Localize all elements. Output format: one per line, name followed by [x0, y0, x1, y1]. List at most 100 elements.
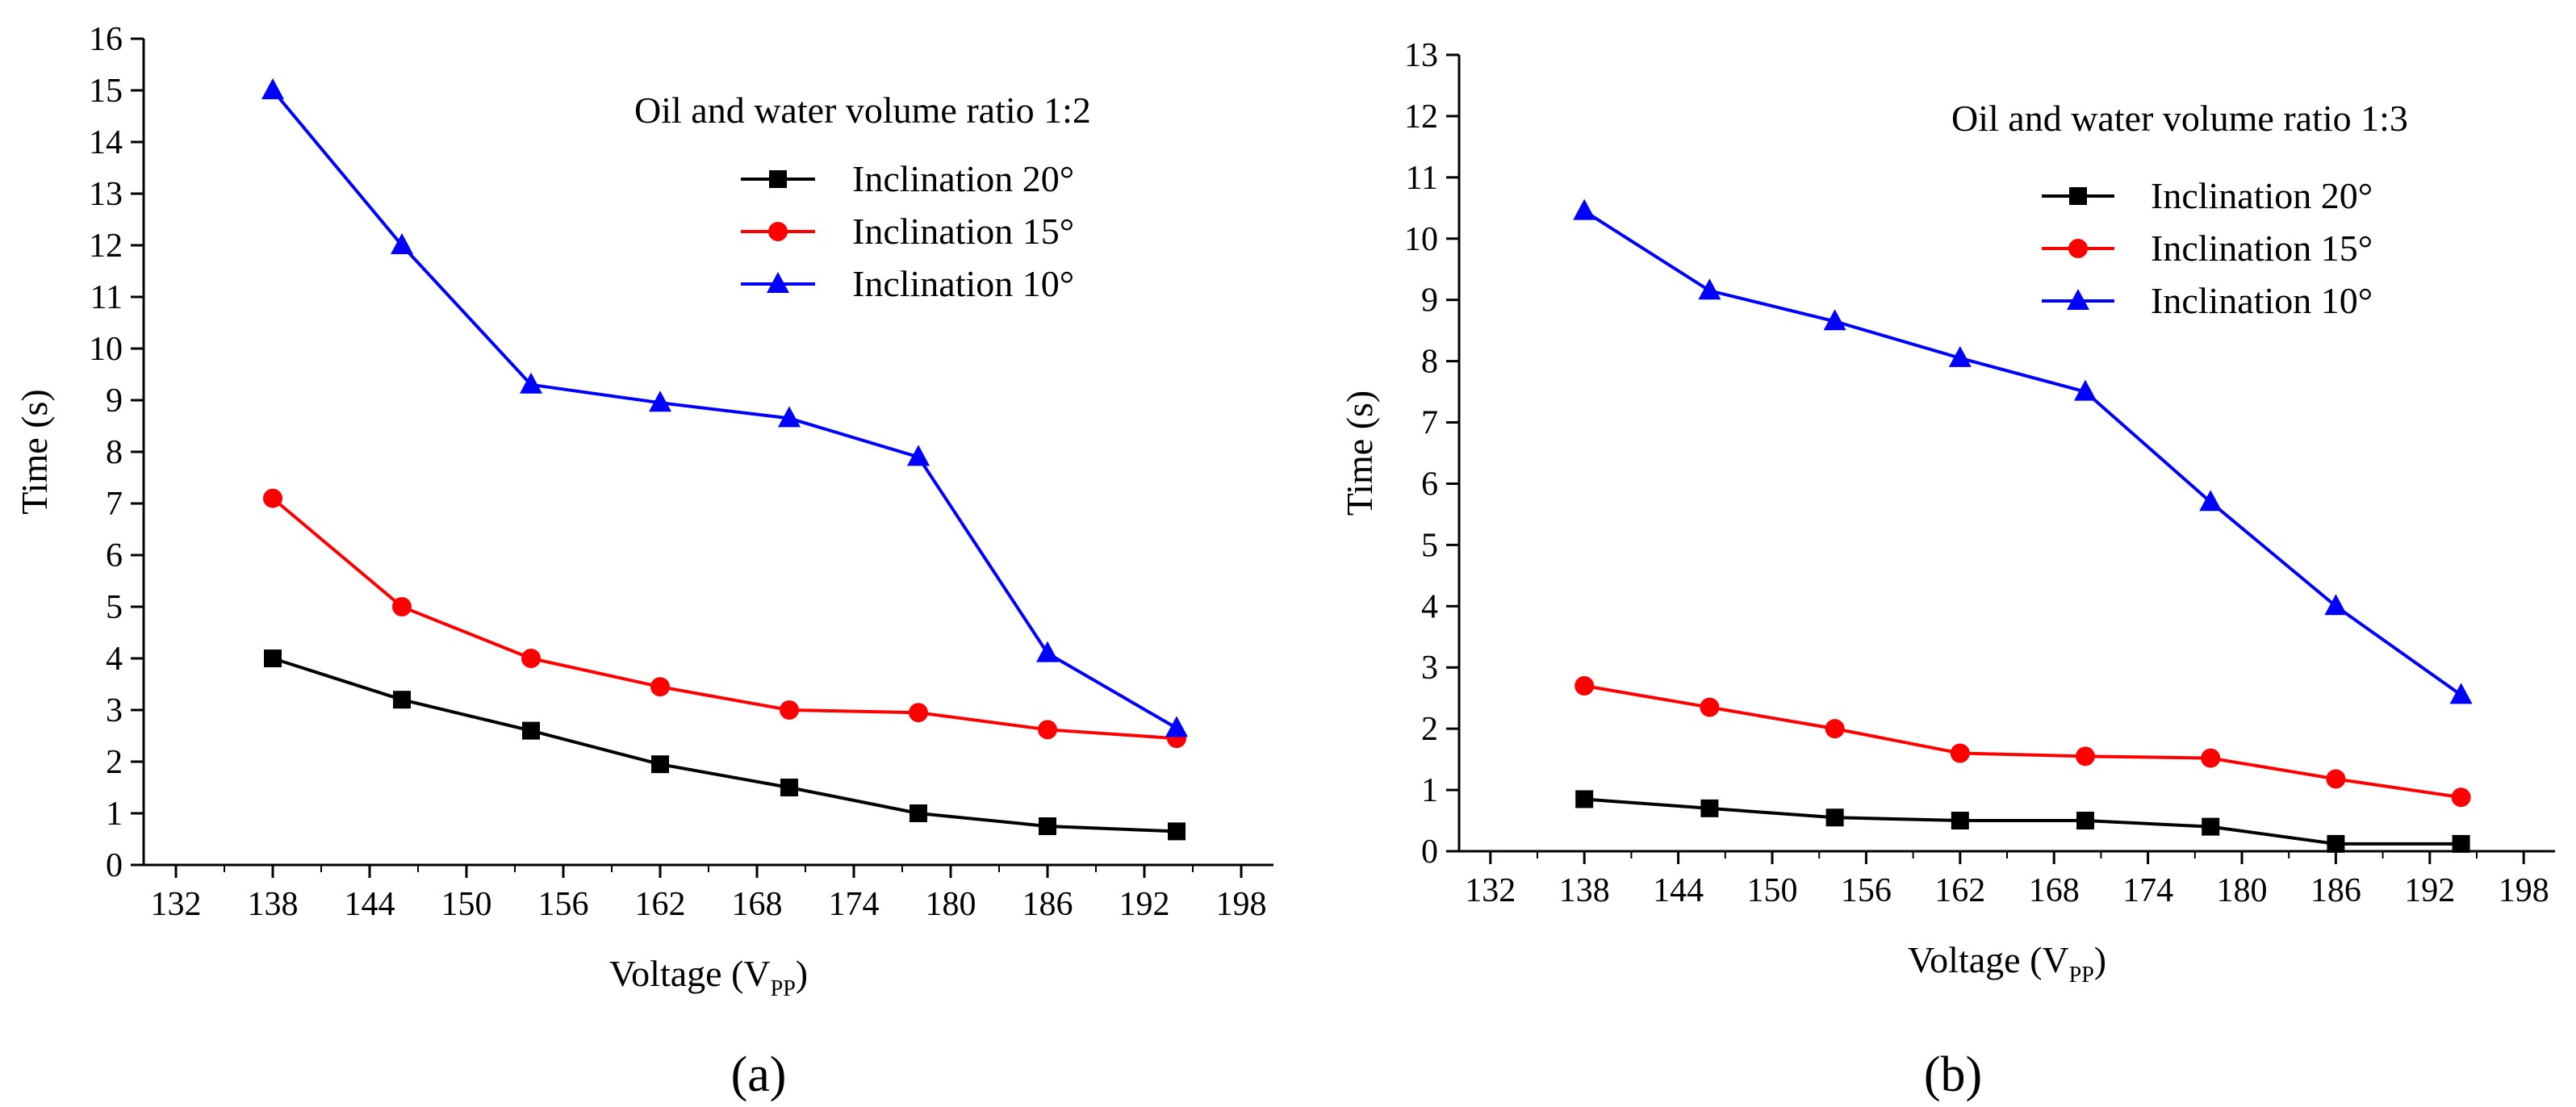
- y-tick-label: 12: [89, 228, 123, 265]
- data-point: [1168, 822, 1186, 841]
- data-point: [1573, 198, 1596, 220]
- legend-label: Inclination 20°: [852, 158, 1074, 199]
- y-tick-label: 3: [1421, 650, 1438, 687]
- series-square: [1575, 790, 2470, 853]
- data-point: [651, 755, 669, 774]
- legend-entry: Inclination 20°: [2042, 175, 2373, 216]
- data-point: [780, 779, 798, 796]
- series-line: [1584, 797, 2461, 846]
- legend-marker: [2069, 187, 2087, 205]
- y-tick-label: 11: [1406, 160, 1438, 197]
- y-tick-label: 10: [89, 331, 123, 368]
- legend-entry: Inclination 10°: [2042, 280, 2373, 321]
- y-tick-label: 7: [106, 486, 123, 523]
- data-point: [2326, 769, 2346, 789]
- y-tick-label: 7: [1421, 405, 1438, 442]
- data-point: [2452, 834, 2470, 853]
- data-point: [2199, 490, 2223, 512]
- data-point: [521, 649, 541, 668]
- data-point: [393, 691, 411, 709]
- data-point: [1039, 817, 1056, 835]
- data-point: [2449, 683, 2473, 704]
- x-tick-label: 180: [2217, 872, 2268, 909]
- data-point: [1574, 676, 1595, 696]
- x-tick-label: 192: [1119, 886, 1170, 923]
- data-point: [649, 391, 671, 412]
- data-point: [261, 78, 284, 99]
- y-tick-label: 5: [1421, 527, 1438, 564]
- y-tick-label: 15: [89, 73, 123, 110]
- data-point: [910, 804, 927, 822]
- data-point: [1700, 799, 1719, 817]
- x-tick-label: 144: [345, 886, 395, 923]
- data-point: [1825, 808, 1844, 827]
- y-tick-label: 1: [1421, 772, 1438, 809]
- x-tick-label: 168: [732, 886, 783, 923]
- y-tick-label: 9: [106, 382, 123, 420]
- x-tick-label: 132: [151, 886, 202, 923]
- legend-marker: [768, 222, 788, 241]
- legend-entry: Inclination 20°: [741, 158, 1074, 199]
- x-tick-label: 198: [1216, 886, 1267, 923]
- data-point: [1165, 716, 1188, 737]
- y-tick-label: 8: [106, 434, 123, 471]
- data-point: [2201, 748, 2221, 768]
- legend-label: Inclination 10°: [852, 263, 1074, 304]
- legend-marker: [767, 272, 789, 293]
- x-tick-label: 150: [441, 886, 492, 923]
- x-tick-label: 138: [1559, 872, 1610, 909]
- y-axis-label: Time (s): [14, 389, 55, 515]
- y-tick-label: 11: [90, 279, 123, 316]
- x-tick-label: 180: [926, 886, 976, 923]
- y-tick-label: 6: [106, 537, 123, 574]
- chart-annotation: Oil and water volume ratio 1:3: [1951, 98, 2408, 139]
- data-point: [1036, 641, 1059, 662]
- data-point: [1950, 743, 1970, 763]
- y-tick-label: 6: [1421, 466, 1438, 503]
- data-point: [907, 445, 930, 466]
- data-point: [392, 597, 412, 616]
- data-point: [2202, 817, 2220, 836]
- data-point: [2451, 787, 2471, 808]
- y-tick-label: 4: [106, 641, 123, 678]
- data-point: [263, 488, 282, 508]
- legend-marker: [2067, 289, 2089, 310]
- data-point: [2327, 834, 2345, 853]
- y-tick-label: 5: [106, 589, 123, 626]
- x-tick-label: 156: [538, 886, 589, 923]
- series-square: [264, 650, 1186, 841]
- series-circle: [1574, 676, 2471, 808]
- legend-label: Inclination 15°: [852, 211, 1074, 252]
- x-tick-label: 198: [2499, 872, 2549, 909]
- x-tick-label: 150: [1747, 872, 1798, 909]
- y-tick-label: 13: [1404, 37, 1438, 74]
- data-point: [780, 700, 799, 720]
- data-point: [1823, 309, 1846, 331]
- data-point: [520, 372, 542, 394]
- legend-label: Inclination 10°: [2151, 280, 2373, 321]
- x-tick-label: 144: [1653, 872, 1704, 909]
- legend-label: Inclination 15°: [2151, 228, 2373, 269]
- data-point: [2074, 379, 2097, 401]
- y-tick-label: 2: [106, 744, 123, 781]
- data-point: [1575, 790, 1594, 808]
- chart-panel-a: 132 138 144 150 156 162 168 174 180 186 192 1980123…: [14, 21, 1273, 1102]
- series-line: [271, 89, 1178, 730]
- data-point: [2076, 746, 2095, 767]
- data-point: [1948, 345, 1972, 367]
- y-tick-label: 14: [89, 124, 123, 161]
- y-tick-label: 10: [1404, 221, 1438, 258]
- data-point: [1698, 278, 1721, 300]
- data-point: [778, 406, 801, 428]
- series-triangle: [261, 78, 1188, 737]
- y-tick-label: 8: [1421, 344, 1438, 381]
- x-tick-label: 174: [829, 886, 880, 923]
- series-line: [271, 497, 1177, 741]
- x-tick-label: 192: [2404, 872, 2455, 909]
- x-tick-label: 132: [1465, 872, 1516, 909]
- series-line: [1583, 684, 2461, 800]
- legend-label: Inclination 20°: [2151, 175, 2373, 216]
- chart-annotation: Oil and water volume ratio 1:2: [634, 90, 1091, 131]
- data-point: [1700, 697, 1720, 717]
